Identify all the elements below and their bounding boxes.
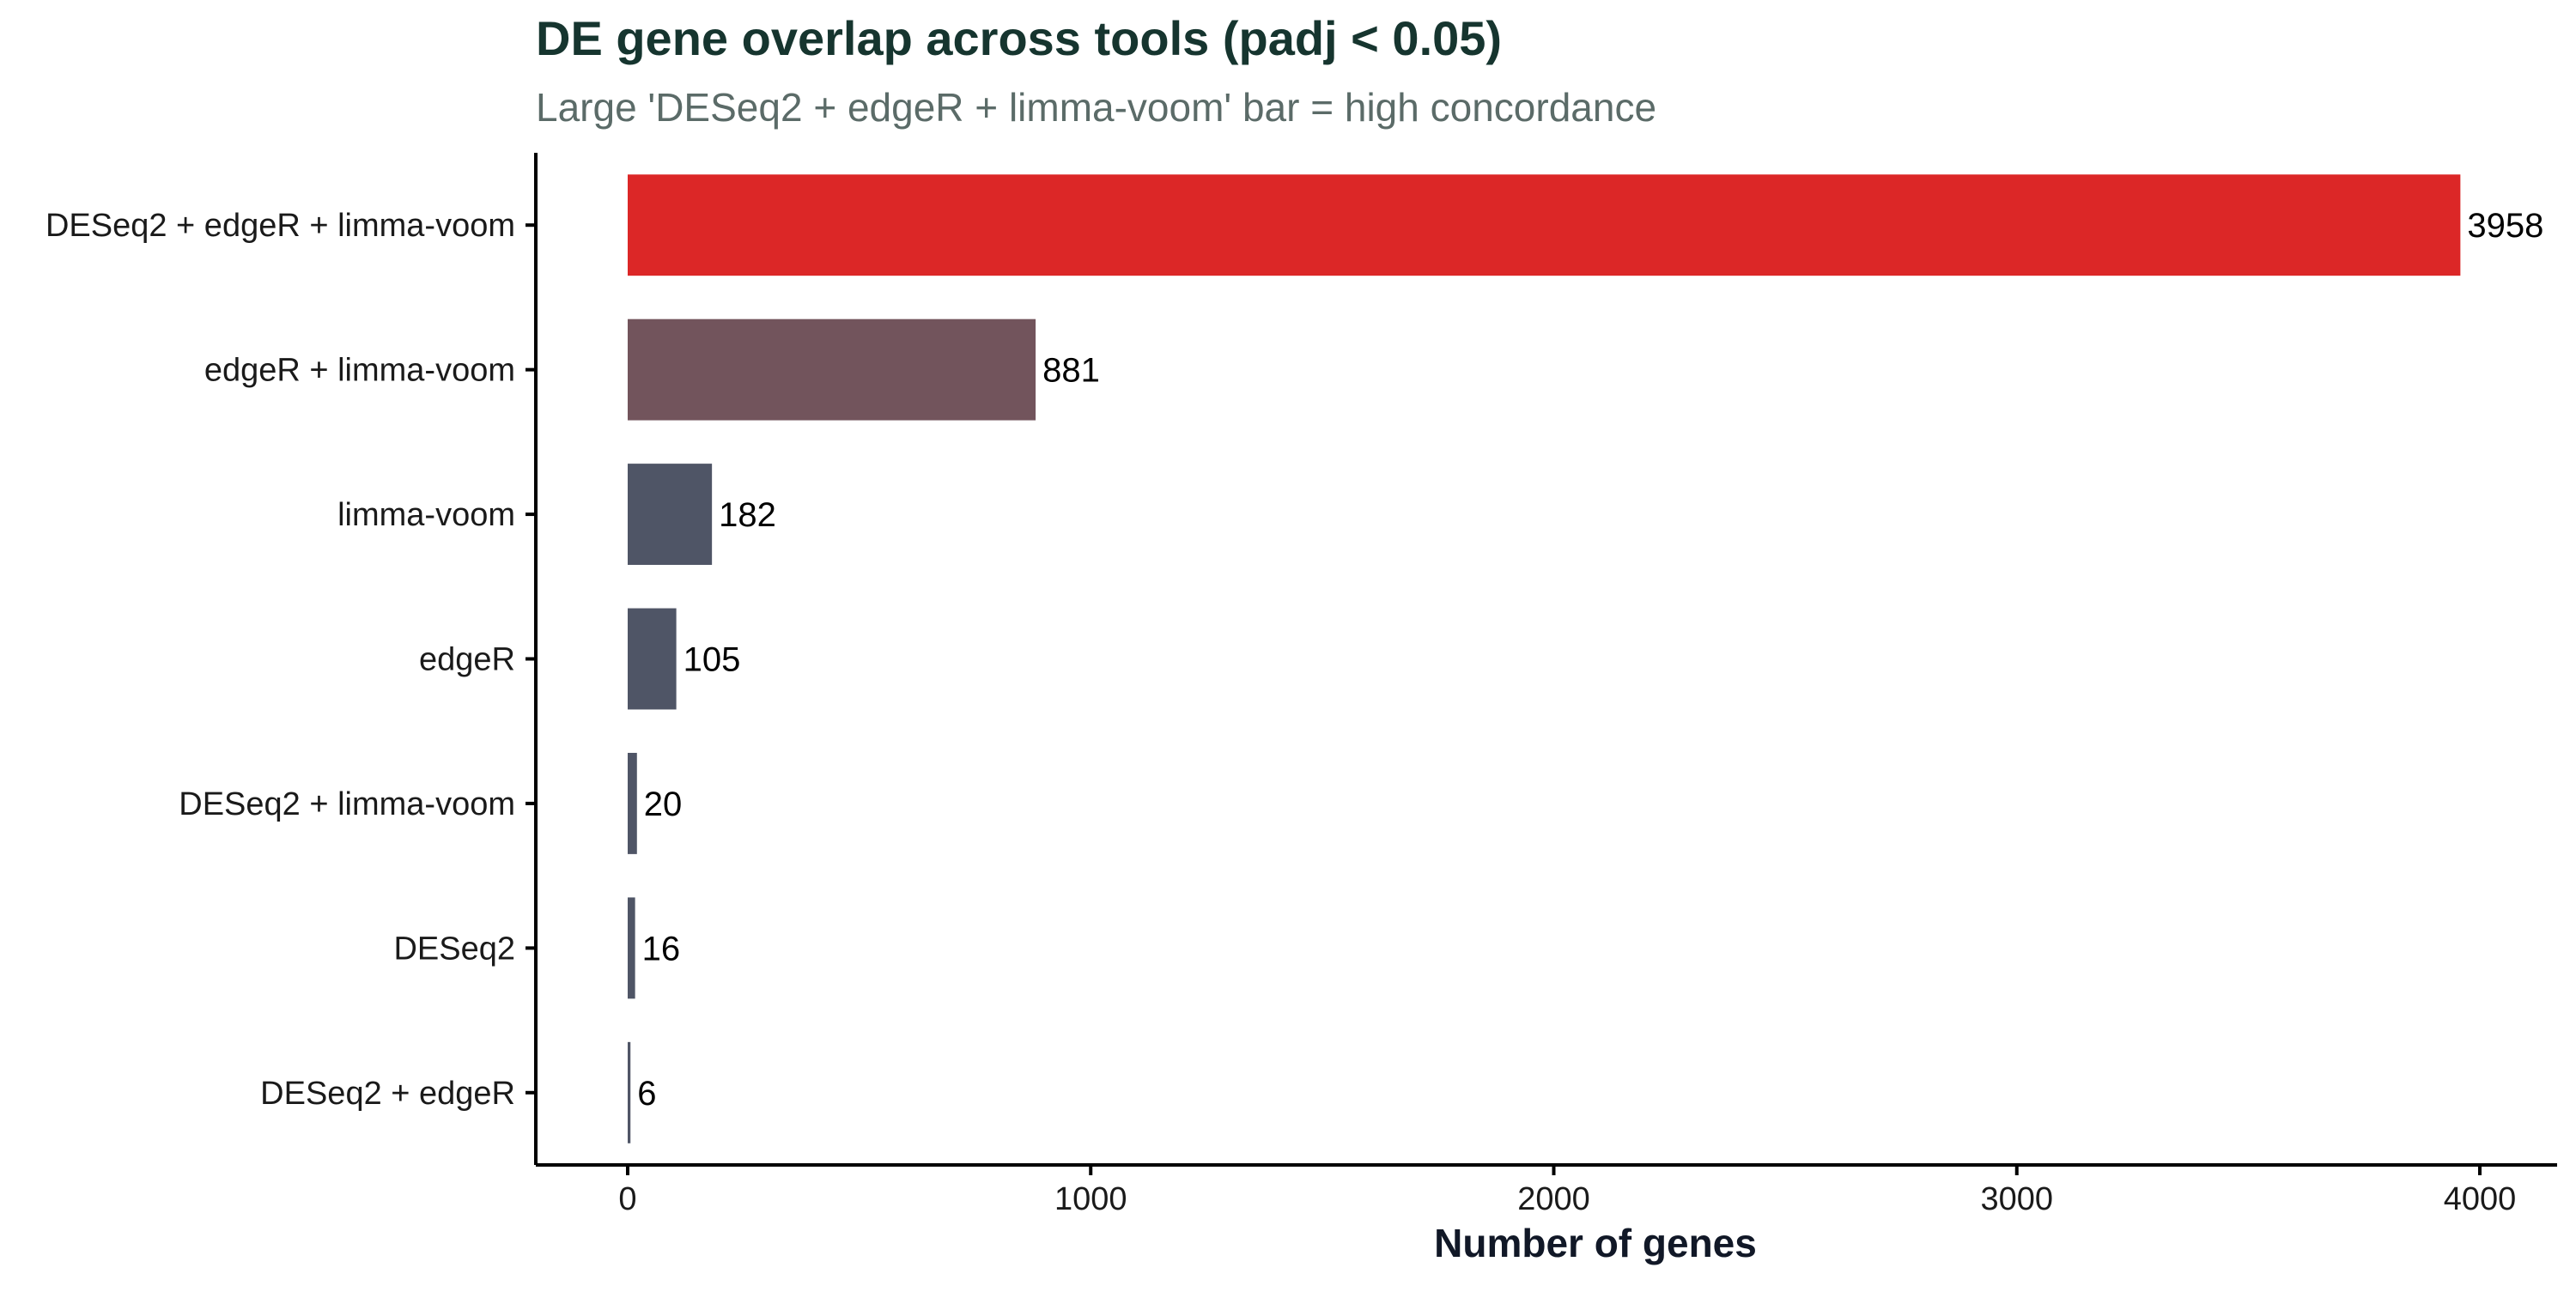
data-label: 881 — [1042, 352, 1100, 390]
bar — [628, 897, 635, 999]
x-tick-label: 1000 — [1054, 1181, 1127, 1217]
bar — [628, 464, 713, 566]
x-tick-label: 3000 — [1980, 1181, 2053, 1217]
category-label: DESeq2 + edgeR — [260, 1076, 515, 1112]
category-label: edgeR + limma-voom — [204, 353, 515, 389]
chart-title: DE gene overlap across tools (padj < 0.0… — [536, 11, 1502, 65]
category-label: DESeq2 + limma-voom — [179, 786, 515, 822]
x-tick-label: 4000 — [2444, 1181, 2517, 1217]
data-label: 105 — [683, 641, 741, 679]
data-label: 3958 — [2467, 207, 2543, 245]
bar — [628, 752, 637, 854]
plot-area: 0 1000 2000 3000 4000 DESeq2 + edgeR + limma-… — [46, 153, 2557, 1217]
x-tick-label: 2000 — [1517, 1181, 1590, 1217]
bar — [628, 608, 677, 710]
bar — [628, 318, 1036, 421]
x-tick-label: 0 — [618, 1181, 636, 1217]
data-label: 16 — [642, 930, 681, 967]
bar — [628, 1041, 631, 1143]
x-axis-label: Number of genes — [1434, 1221, 1757, 1265]
category-label: DESeq2 — [393, 931, 515, 967]
category-label: edgeR — [419, 642, 515, 678]
data-label: 6 — [637, 1075, 656, 1113]
category-label: DESeq2 + edgeR + limma-voom — [46, 208, 515, 244]
bar — [628, 174, 2461, 276]
data-label: 20 — [644, 786, 683, 823]
category-label: limma-voom — [337, 497, 515, 533]
data-label: 182 — [719, 496, 776, 534]
chart-subtitle: Large 'DESeq2 + edgeR + limma-voom' bar … — [536, 85, 1656, 130]
